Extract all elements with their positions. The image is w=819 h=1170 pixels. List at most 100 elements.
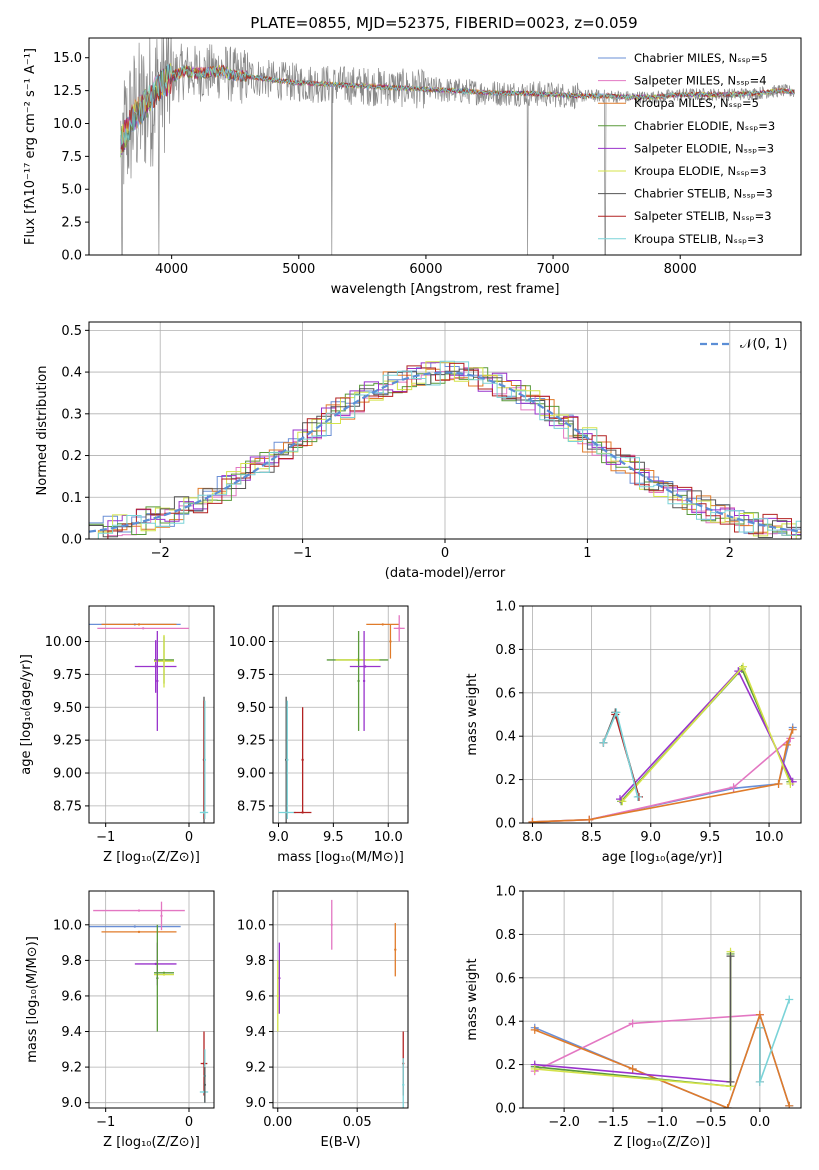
weight-marker-kroupa_miles xyxy=(755,1010,764,1019)
x-tick-label: 8.5 xyxy=(581,830,602,845)
x-tick-label: 1 xyxy=(583,546,591,561)
normal-reference-curve xyxy=(89,371,801,533)
weight-marker-kroupa_miles xyxy=(785,1101,794,1108)
axes-frame xyxy=(88,605,215,824)
axes-frame xyxy=(88,890,215,1109)
errorbar-center-salpeter_elodie xyxy=(154,665,157,668)
histogram-kroupa_stelib xyxy=(97,360,801,539)
y-tick-label: 9.00 xyxy=(53,767,82,782)
plot-area xyxy=(530,947,794,1108)
y-tick-label: 9.4 xyxy=(61,1025,82,1040)
y-tick-label: 7.5 xyxy=(61,150,82,165)
weight-marker-kroupa_stelib xyxy=(755,1077,764,1086)
errorbar-center-salpeter_miles xyxy=(141,627,145,630)
x-tick-label: 10.0 xyxy=(374,830,403,845)
model-spectrum-kroupa_stelib xyxy=(120,63,795,146)
x-tick-label: 0 xyxy=(441,546,449,561)
y-axis-label: mass weight xyxy=(465,958,480,1040)
errorbar-center-salpeter_miles xyxy=(330,923,333,926)
x-axis-label: mass [log₁₀(M/M⊙)] xyxy=(277,850,404,865)
x-tick-label: 7000 xyxy=(537,262,570,277)
x-axis-label: wavelength [Angstrom, rest frame] xyxy=(331,282,560,297)
y-tick-label: 0.5 xyxy=(61,324,82,339)
weight-marker-salpeter_miles xyxy=(628,1019,637,1028)
weight-marker-kroupa_miles xyxy=(585,815,594,823)
errorbar-center-chabrier_elodie xyxy=(156,976,159,980)
y-axis-label: mass weight xyxy=(465,673,480,755)
y-tick-label: 9.0 xyxy=(61,1096,82,1111)
errorbar-center-kroupa_elodie xyxy=(276,994,279,998)
weight-marker-kroupa_stelib xyxy=(633,792,642,801)
errorbar-center-kroupa_miles xyxy=(137,930,141,934)
x-tick-label: 9.0 xyxy=(640,830,661,845)
y-tick-label: 0.4 xyxy=(495,1015,516,1030)
axes-frame xyxy=(88,37,802,256)
histogram-chabrier_stelib xyxy=(89,368,801,539)
x-axis-label: age [log₁₀(age/yr)] xyxy=(602,850,723,865)
x-tick-label: 0.00 xyxy=(263,1115,292,1130)
axes-frame xyxy=(272,890,409,1109)
y-tick-label: 0.8 xyxy=(495,643,516,658)
y-tick-label: 0.2 xyxy=(495,773,516,788)
y-tick-label: 2.5 xyxy=(61,216,82,231)
x-tick-label: 10.0 xyxy=(755,830,784,845)
y-tick-label: 9.2 xyxy=(61,1061,82,1076)
y-tick-label: 9.8 xyxy=(245,954,266,969)
weight-line-kroupa_stelib xyxy=(759,999,791,1083)
weight-marker-kroupa_miles xyxy=(774,779,783,788)
plot-area xyxy=(89,360,801,539)
errorbar-center-salpeter_elodie xyxy=(362,679,366,683)
y-tick-label: 5.0 xyxy=(61,183,82,198)
x-tick-label: 0 xyxy=(185,830,193,845)
y-tick-label: 0.2 xyxy=(495,1058,516,1073)
legend-label: Chabrier ELODIE, Nₛₛₚ=3 xyxy=(634,119,775,133)
weight-marker-chabrier_stelib xyxy=(726,1077,735,1086)
x-tick-label: −2.0 xyxy=(548,1115,580,1130)
x-tick-label: 6000 xyxy=(409,262,442,277)
weight-line-kroupa_elodie xyxy=(621,665,792,802)
weight-line-kroupa_stelib xyxy=(602,709,639,798)
y-tick-label: 9.25 xyxy=(53,734,82,749)
x-tick-label: 9.5 xyxy=(700,830,721,845)
y-tick-label: 9.75 xyxy=(53,668,82,683)
plot-area xyxy=(89,901,209,1103)
y-tick-label: 0.4 xyxy=(61,366,82,381)
y-axis-label: mass [log₁₀(M/M⊙)] xyxy=(25,936,40,1063)
y-tick-label: 0.0 xyxy=(495,817,516,832)
y-tick-label: 10.0 xyxy=(53,117,82,132)
mass-vs-ebv-panel: 0.00 0.05 9.0 9.2 9.4 9.6 9.8 10.0 E(B-V) xyxy=(237,890,409,1150)
y-tick-label: 0.0 xyxy=(61,249,82,264)
weight-marker-kroupa_stelib xyxy=(612,708,621,717)
x-axis-label: (data-model)/error xyxy=(385,566,506,581)
y-tick-label: 0.2 xyxy=(61,449,82,464)
errorbar-center-salpeter_stelib xyxy=(301,811,304,814)
x-tick-label: −1 xyxy=(96,830,115,845)
x-tick-label: 0.0 xyxy=(750,1115,771,1130)
x-tick-label: −1 xyxy=(293,546,312,561)
x-tick-label: 0.05 xyxy=(343,1115,372,1130)
legend-label: 𝒩(0, 1) xyxy=(740,337,787,352)
x-tick-label: −2 xyxy=(151,546,170,561)
x-tick-label: 8.0 xyxy=(522,830,543,845)
x-axis-label: Z [log₁₀(Z/Z⊙)] xyxy=(103,1135,200,1150)
legend-label: Kroupa MILES, Nₛₛₚ=5 xyxy=(634,96,759,110)
errorbar-center-kroupa_stelib xyxy=(402,1083,405,1087)
errorbar-center-kroupa_stelib xyxy=(203,758,207,762)
y-tick-label: 0.3 xyxy=(61,407,82,422)
y-tick-label: 0.4 xyxy=(495,730,516,745)
y-tick-label: 15.0 xyxy=(53,51,82,66)
legend-label: Salpeter ELODIE, Nₛₛₚ=3 xyxy=(634,141,774,155)
legend-label: Chabrier STELIB, Nₛₛₚ=3 xyxy=(634,187,773,201)
plot-area xyxy=(528,662,797,823)
y-tick-label: 1.0 xyxy=(495,600,516,615)
y-tick-label: 10.00 xyxy=(229,635,266,650)
y-tick-label: 1.0 xyxy=(495,885,516,900)
y-tick-label: 0.0 xyxy=(495,1102,516,1117)
axes-frame xyxy=(522,605,802,824)
errorbar-center-salpeter_elodie xyxy=(154,962,157,966)
x-axis-label: E(B-V) xyxy=(320,1135,360,1150)
errorbar-center-kroupa_miles xyxy=(137,623,141,626)
axes-frame xyxy=(272,605,409,824)
y-tick-label: 10.0 xyxy=(237,918,266,933)
weight-marker-kroupa_elodie xyxy=(618,797,627,806)
